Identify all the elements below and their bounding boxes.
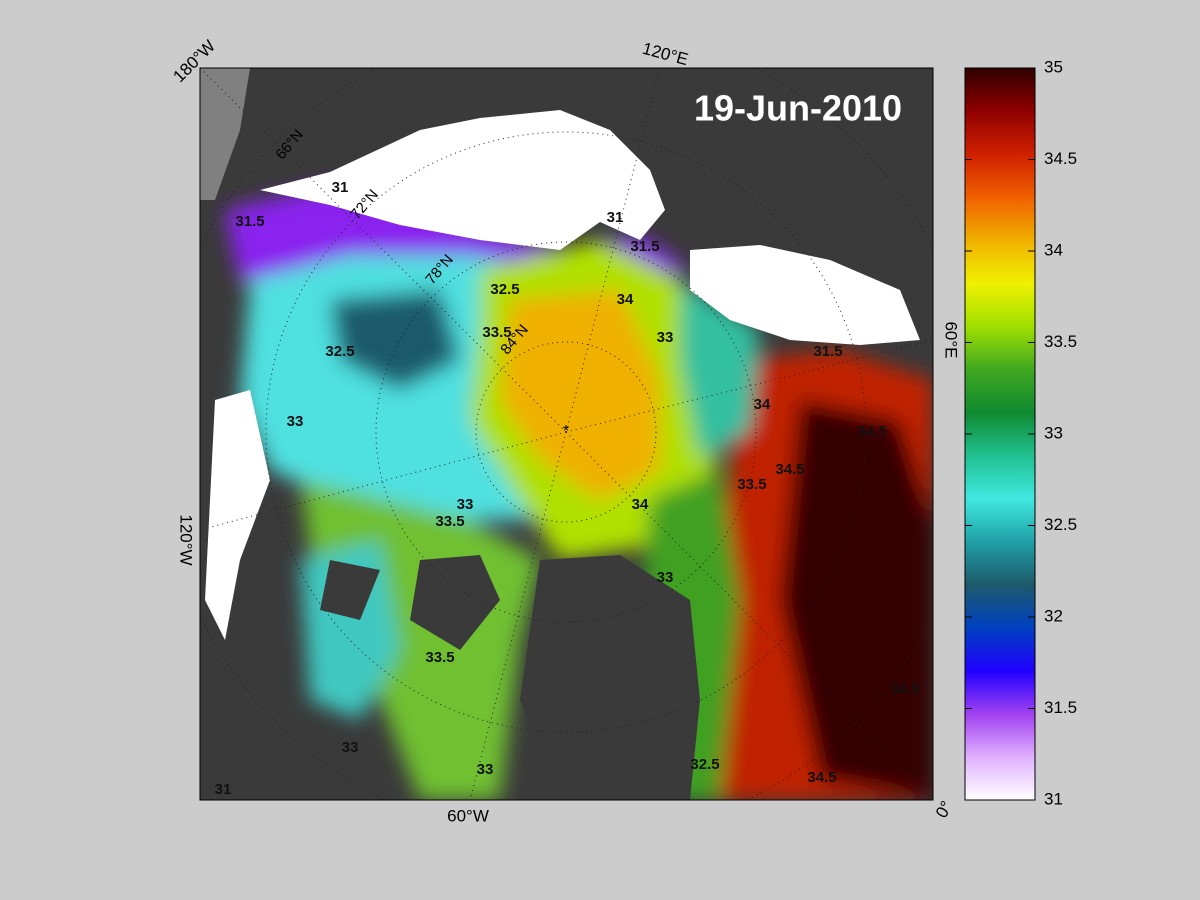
contour-label: 32.5 (490, 281, 519, 298)
pole-marker: * (563, 423, 569, 440)
contour-label: 31.5 (813, 343, 842, 360)
land-light (200, 68, 250, 200)
contour-label: 31 (607, 209, 624, 226)
longitude-label: 120°W (177, 514, 196, 565)
longitude-label: 60°E (942, 321, 961, 358)
contour-label: 32.5 (690, 756, 719, 773)
ice (260, 110, 665, 250)
contour-label: 31.5 (630, 238, 659, 255)
contour-label: 34 (632, 496, 649, 513)
island (320, 560, 380, 620)
contour-label: 33 (477, 761, 494, 778)
greenland (520, 555, 700, 800)
contour-label: 33 (657, 569, 674, 586)
island (410, 555, 500, 650)
map: * (200, 68, 933, 800)
contour-label: 31 (332, 179, 349, 196)
contour-label: 33 (657, 329, 674, 346)
colorbar-tick-label: 33 (1044, 423, 1063, 442)
contour-label: 34 (617, 291, 634, 308)
contour-label: 32.5 (325, 343, 354, 360)
contour-label: 34.5 (890, 681, 919, 698)
contour-label: 33.5 (737, 476, 766, 493)
contour-label: 31 (215, 781, 232, 798)
colorbar-tick-label: 32.5 (1044, 515, 1077, 534)
contour-label: 34.5 (857, 423, 886, 440)
colorbar-tick-label: 33.5 (1044, 332, 1077, 351)
contour-label: 33.5 (482, 324, 511, 341)
colorbar-tick-label: 31 (1044, 789, 1063, 808)
ice (690, 245, 920, 345)
contour-label: 31.5 (235, 213, 264, 230)
graticule (200, 68, 933, 800)
contour-label: 34.5 (807, 769, 836, 786)
colorbar (964, 67, 1036, 801)
map-frame (199, 67, 934, 801)
colorbar-tick-label: 31.5 (1044, 698, 1077, 717)
colorbar-tick-label: 35 (1044, 57, 1063, 76)
colorbar-tick-label: 34 (1044, 240, 1063, 259)
contour-label: 33 (342, 739, 359, 756)
contour-label: 33.5 (425, 649, 454, 666)
contour-label: 33 (287, 413, 304, 430)
contour-label: 33 (457, 496, 474, 513)
contour-label: 34 (754, 396, 771, 413)
contour-label: 33.5 (435, 513, 464, 530)
colorbar-tick-label: 34.5 (1044, 149, 1077, 168)
date-label: 19-Jun-2010 (694, 88, 902, 129)
longitude-label: 60°W (447, 806, 489, 825)
colorbar-tick-label: 32 (1044, 606, 1063, 625)
contour-label: 34.5 (775, 461, 804, 478)
salinity-field (225, 185, 933, 800)
ice (205, 390, 270, 640)
